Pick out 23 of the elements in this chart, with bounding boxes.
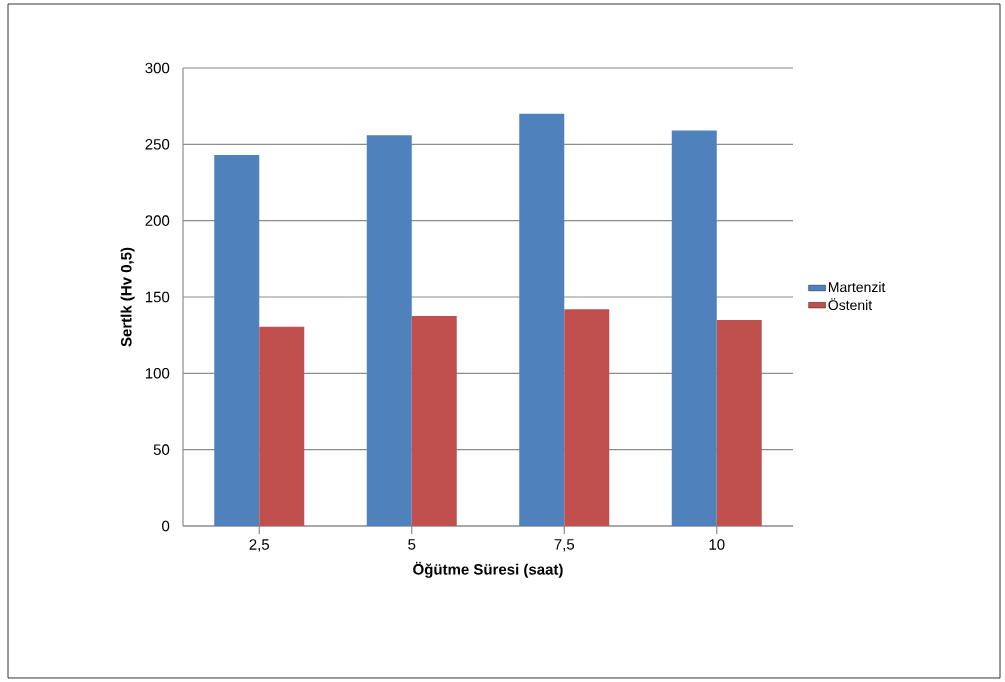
y-tick-label: 300 <box>145 62 170 74</box>
x-tick-label: 10 <box>709 539 725 550</box>
x-axis-title: Öğütme Süresi (saat) <box>413 561 563 578</box>
y-tick-label: 0 <box>162 520 170 532</box>
bar <box>564 309 610 526</box>
bar <box>259 326 305 526</box>
y-tick-label: 200 <box>145 215 170 226</box>
y-axis-title: Sertlk (Hv 0,5) <box>120 247 135 347</box>
bar <box>519 113 565 526</box>
bar <box>716 319 762 526</box>
y-tick-label: 100 <box>145 368 170 379</box>
legend-label: Östenit <box>828 298 873 311</box>
x-tick-label: 7,5 <box>554 539 575 552</box>
x-tick-label: 2,5 <box>249 539 270 552</box>
y-tick-label: 50 <box>153 444 170 455</box>
bar <box>671 130 717 526</box>
y-tick-label: 250 <box>145 139 170 150</box>
x-tick-label: 5 <box>408 539 416 550</box>
bar <box>411 316 457 526</box>
legend-label: Martenzit <box>828 281 886 293</box>
y-tick-label: 150 <box>145 291 170 303</box>
bar <box>366 135 412 526</box>
bar <box>214 155 260 526</box>
